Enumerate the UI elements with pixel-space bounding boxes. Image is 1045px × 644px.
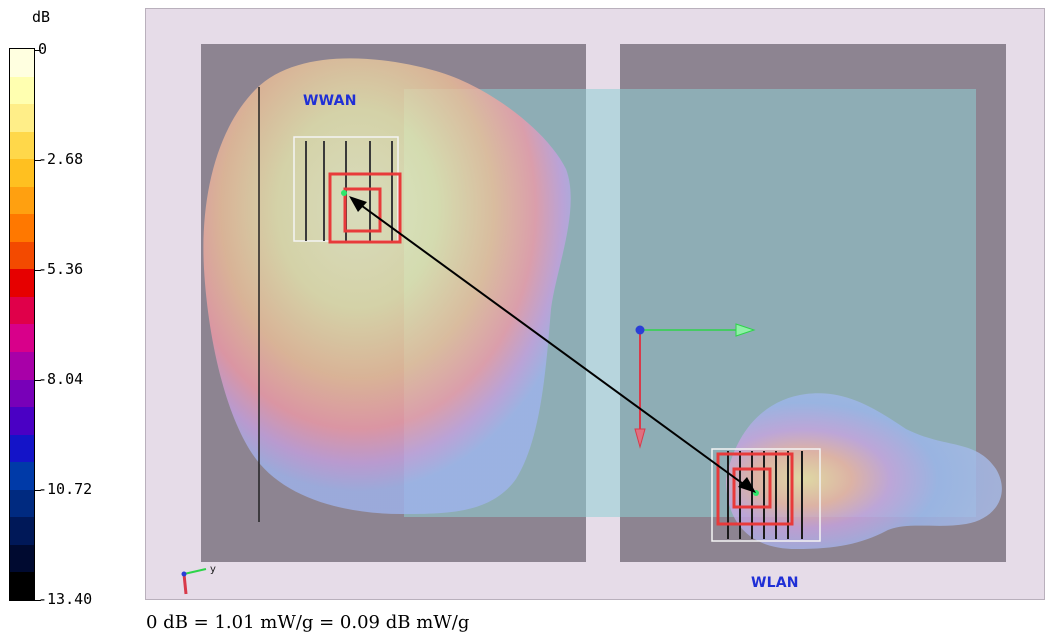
scale-segment-14 [10,434,34,463]
scale-unit-label: dB [32,8,51,26]
scale-tick-mark-0 [35,50,41,51]
color-scale-legend: dB 0 -2.68 -5.36 -8.04 -10.72 -13.40 [0,0,145,610]
scale-segment-2 [10,104,34,132]
wlan-zoom-scan-grid [711,448,821,542]
scale-tick-4: -10.72 [38,480,93,498]
scale-segment-1 [10,76,34,105]
scale-tick-0: 0 [38,40,48,58]
scale-tick-mark-5 [35,600,41,601]
scale-segment-7 [10,241,34,270]
scale-segment-15 [10,462,34,490]
scale-segment-5 [10,186,34,215]
sar-distribution-render: y [181,44,1006,595]
distance-arrow [349,196,756,493]
wwan-zoom-scan-grid [293,136,402,244]
sar-3d-viewport[interactable]: y WWAN WLAN [145,8,1045,600]
scale-segment-18 [10,544,34,573]
coordinate-axes-gizmo [634,323,756,449]
orientation-y-label: y [210,564,216,575]
scale-segment-13 [10,407,34,435]
wwan-label: WWAN [303,93,357,109]
wwan-sar-distribution [203,58,571,514]
scale-tick-mark-2 [35,270,41,271]
scale-tick-2: -5.36 [38,260,84,278]
scale-tick-3: -8.04 [38,370,84,388]
scale-tick-1: -2.68 [38,150,84,168]
orientation-axis-icon [181,568,207,595]
scale-segment-19 [10,572,34,600]
scale-segment-0 [10,49,34,77]
scale-segment-8 [10,269,34,297]
scale-segment-9 [10,296,34,325]
scale-segment-16 [10,489,34,518]
scale-segment-17 [10,517,34,545]
footer-reference-text: 0 dB = 1.01 mW/g = 0.09 dB mW/g [146,612,470,633]
scale-segment-10 [10,324,34,353]
scale-segment-4 [10,159,34,187]
scale-segment-12 [10,379,34,408]
color-scale-bar [9,48,35,601]
scale-segment-11 [10,352,34,380]
wlan-sar-distribution [726,393,1002,549]
scale-tick-5: -13.40 [38,590,93,608]
scale-tick-mark-1 [35,160,41,161]
scale-tick-mark-4 [35,490,41,491]
wlan-label: WLAN [751,575,799,591]
scale-segment-6 [10,214,34,242]
scale-segment-3 [10,131,34,160]
scale-tick-mark-3 [35,380,41,381]
